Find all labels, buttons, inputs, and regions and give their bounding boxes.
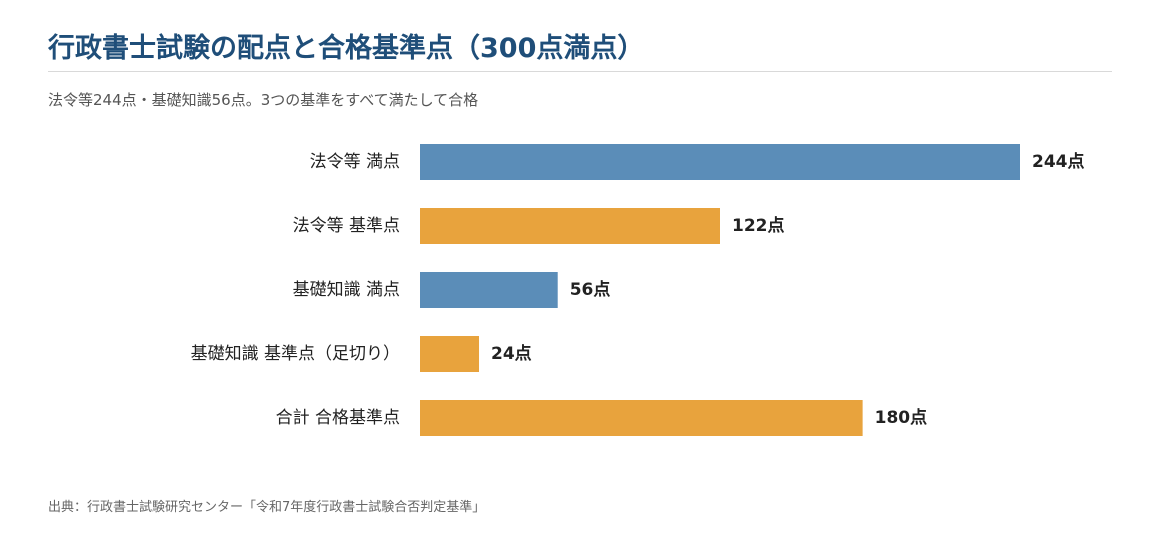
data-label: 122点 [732,215,785,236]
data-label: 24点 [491,343,532,364]
bar [420,336,480,372]
category-label: 基礎知識 満点 [293,280,400,300]
data-label: 56点 [570,279,611,300]
bar [420,272,558,308]
data-label: 180点 [875,407,928,428]
bar [420,400,863,436]
bar [420,208,720,244]
data-label: 244点 [1032,151,1085,172]
chart-title: 行政書士試験の配点と合格基準点（300点満点） [48,33,645,64]
source-note: 出典：行政書士試験研究センター「令和7年度行政書士試験合否判定基準」 [48,500,486,515]
category-label: 法令等 基準点 [293,216,400,236]
title-divider [48,71,1112,72]
category-label: 法令等 満点 [310,152,400,172]
bar [420,144,1020,180]
chart-subtitle: 法令等244点・基礎知識56点。3つの基準をすべて満たして合格 [48,91,479,109]
category-label: 基礎知識 基準点（足切り） [191,344,400,364]
category-label: 合計 合格基準点 [276,408,400,428]
